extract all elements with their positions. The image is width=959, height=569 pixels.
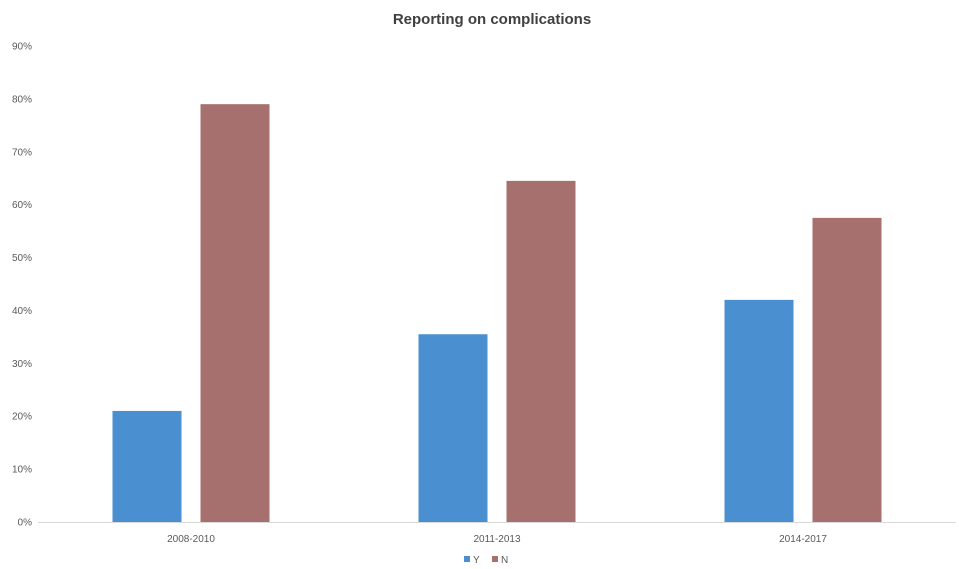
y-tick-label: 70%	[12, 147, 32, 158]
y-tick-label: 40%	[12, 306, 32, 317]
y-tick-label: 80%	[12, 94, 32, 105]
bar-n-2011-2013	[507, 181, 576, 522]
y-tick-label: 10%	[12, 465, 32, 476]
bar-n-2008-2010	[201, 104, 270, 522]
y-tick-label: 30%	[12, 359, 32, 370]
y-tick-label: 20%	[12, 412, 32, 423]
chart-title: Reporting on complications	[393, 11, 591, 28]
bar-y-2011-2013	[419, 334, 488, 522]
bar-n-2014-2017	[813, 218, 882, 522]
x-axis: 2008-2010 2011-2013 2014-2017	[167, 534, 827, 545]
legend-label-y: Y	[473, 555, 480, 566]
y-tick-label: 60%	[12, 200, 32, 211]
x-tick-label: 2014-2017	[779, 534, 827, 545]
x-tick-label: 2008-2010	[167, 534, 215, 545]
y-tick-label: 90%	[12, 42, 32, 53]
bars	[113, 104, 882, 522]
bar-y-2008-2010	[113, 411, 182, 522]
legend-swatch-y	[464, 556, 470, 562]
x-tick-label: 2011-2013	[473, 534, 521, 545]
y-tick-label: 0%	[18, 518, 33, 529]
y-axis: 0% 10% 20% 30% 40% 50% 60% 70% 80% 90%	[12, 42, 32, 529]
bar-y-2014-2017	[725, 300, 794, 522]
legend-swatch-n	[492, 556, 498, 562]
legend-label-n: N	[501, 555, 508, 566]
y-tick-label: 50%	[12, 253, 32, 264]
